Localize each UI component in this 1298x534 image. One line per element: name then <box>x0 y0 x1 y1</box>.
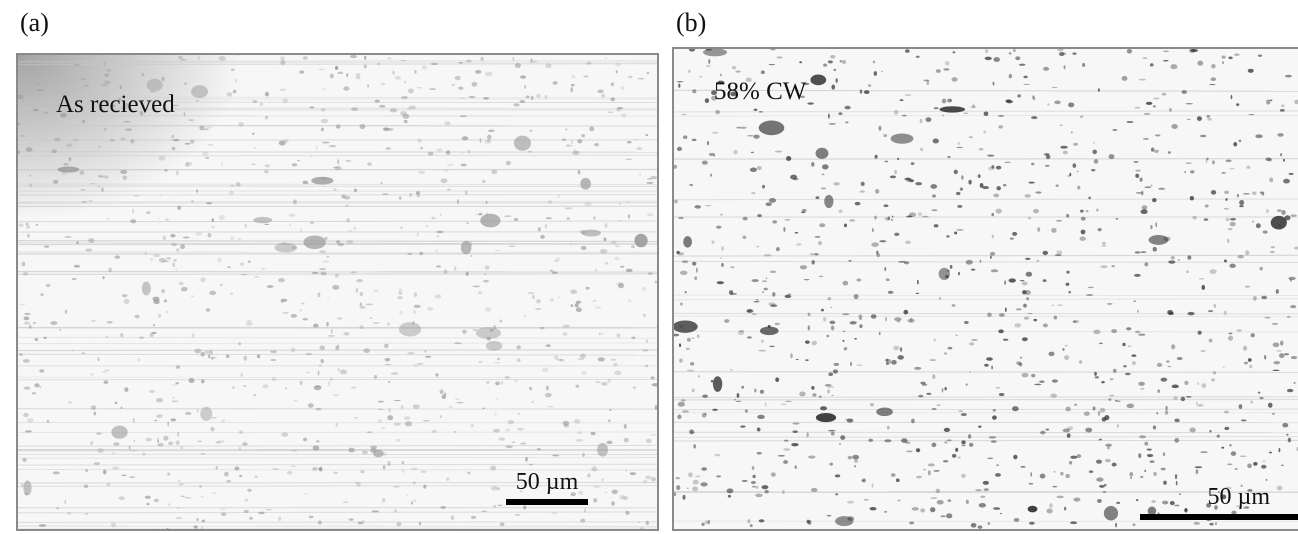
micrograph-a-texture <box>18 55 657 529</box>
scale-bar-b-label: 50 µm <box>1207 484 1271 510</box>
scale-bar-b: 50 µm <box>1140 484 1298 520</box>
annotation-58-cw: 58% CW <box>714 78 807 105</box>
micrograph-as-received: As recieved 50 µm <box>16 53 659 531</box>
scale-bar-a-line <box>506 499 588 505</box>
micrograph-b-texture <box>674 49 1298 529</box>
panel-b-label: (b) <box>676 8 707 37</box>
scale-bar-a: 50 µm <box>506 469 588 505</box>
micrograph-58-cw: 58% CW 50 µm <box>672 47 1298 531</box>
scale-bar-b-line <box>1140 514 1298 520</box>
annotation-as-received: As recieved <box>56 91 175 118</box>
panel-a-label: (a) <box>20 8 49 37</box>
scale-bar-a-label: 50 µm <box>515 469 579 495</box>
